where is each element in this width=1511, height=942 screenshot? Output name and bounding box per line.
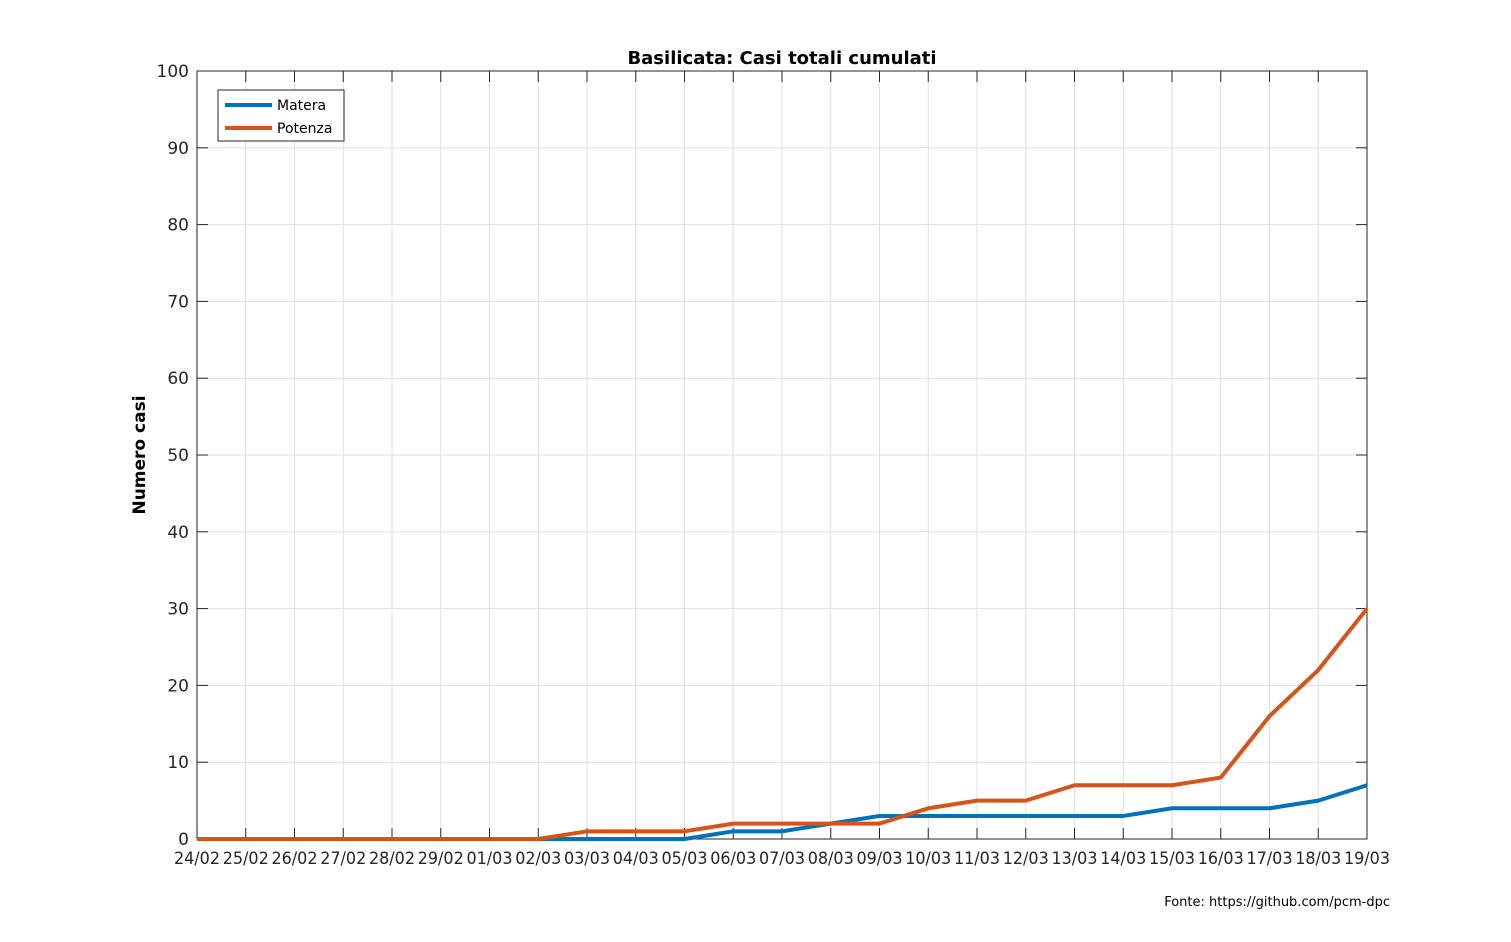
y-tick-label: 60 — [167, 369, 189, 389]
x-tick-label: 07/03 — [759, 849, 805, 869]
x-tick-label: 27/02 — [320, 849, 366, 869]
y-tick-label: 50 — [167, 446, 189, 466]
x-tick-label: 15/03 — [1149, 849, 1195, 869]
series-lines — [197, 607, 1369, 841]
x-tick-label: 25/02 — [223, 849, 269, 869]
x-tick-label: 05/03 — [662, 849, 708, 869]
x-tick-label: 24/02 — [174, 849, 220, 869]
y-tick-label: 20 — [167, 676, 189, 696]
x-tick-label: 29/02 — [418, 849, 464, 869]
x-tick-label: 14/03 — [1100, 849, 1146, 869]
source-note: Fonte: https://github.com/pcm-dpc — [1164, 895, 1390, 910]
grid-lines — [196, 70, 1368, 840]
x-tick-label: 04/03 — [613, 849, 659, 869]
x-tick-label: 16/03 — [1198, 849, 1244, 869]
y-tick-label: 40 — [167, 523, 189, 543]
legend: Matera Potenza — [217, 89, 345, 142]
x-tick-label: 26/02 — [272, 849, 318, 869]
x-tick-label: 28/02 — [369, 849, 415, 869]
legend-label-potenza: Potenza — [277, 121, 332, 137]
chart-title: Basilicata: Casi totali cumulati — [627, 48, 936, 69]
legend-label-matera: Matera — [277, 98, 326, 114]
x-tick-label: 03/03 — [564, 849, 610, 869]
x-tick-label: 11/03 — [954, 849, 1000, 869]
x-tick-label: 19/03 — [1344, 849, 1390, 869]
y-tick-label: 10 — [167, 753, 189, 773]
y-tick-label: 100 — [157, 62, 189, 82]
y-tick-label: 30 — [167, 600, 189, 620]
y-tick-label: 0 — [178, 830, 189, 850]
x-tick-label: 02/03 — [515, 849, 561, 869]
x-tick-label: 13/03 — [1052, 849, 1098, 869]
x-tick-label: 18/03 — [1295, 849, 1341, 869]
y-axis-label: Numero casi — [130, 395, 150, 514]
y-tick-label: 70 — [167, 292, 189, 312]
y-tick-label: 80 — [167, 216, 189, 236]
legend-box — [217, 89, 345, 142]
tick-labels: 24/02 25/02 26/02 27/02 28/02 29/02 01/03 02/03… — [157, 62, 1390, 869]
x-tick-label: 09/03 — [857, 849, 903, 869]
x-tick-label: 12/03 — [1003, 849, 1049, 869]
series-line-potenza — [197, 607, 1369, 841]
x-tick-label: 17/03 — [1247, 849, 1293, 869]
x-tick-label: 08/03 — [808, 849, 854, 869]
x-tick-label: 01/03 — [467, 849, 513, 869]
y-tick-label: 90 — [167, 139, 189, 159]
x-tick-label: 06/03 — [710, 849, 756, 869]
x-tick-label: 10/03 — [905, 849, 951, 869]
